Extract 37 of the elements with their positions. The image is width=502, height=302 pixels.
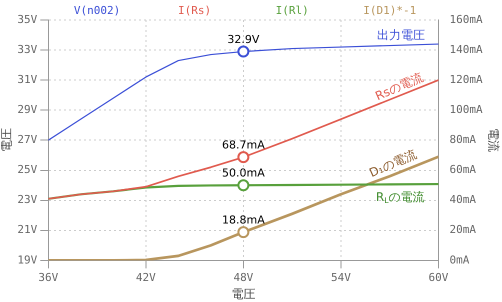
y-tick-label: 35V <box>17 12 38 26</box>
x-tick-label: 60V <box>428 270 449 284</box>
annotation: 出力電圧 <box>377 28 426 42</box>
y-tick-label: 23V <box>17 193 38 206</box>
y2-tick-label: 80mA <box>449 133 476 146</box>
data-label: 68.7mA <box>222 138 266 152</box>
x-axis-title: 電圧 <box>231 286 256 301</box>
data-label: 18.8mA <box>222 214 266 227</box>
text: I(Rl) <box>276 4 309 17</box>
y-tick-label: 29V <box>17 103 38 116</box>
y-axis-title: 電圧 <box>0 128 14 152</box>
y2-tick-label: 40mA <box>449 193 476 206</box>
text: V(n002) <box>74 4 120 17</box>
data-label: 32.9V <box>227 32 260 46</box>
x-tick-label: 42V <box>136 270 156 284</box>
y2-tick-label: 140mA <box>449 42 483 56</box>
y-tick-label: 19V <box>17 253 38 266</box>
x-tick-label: 48V <box>233 270 254 284</box>
annotation: D₁の電流 <box>367 146 419 180</box>
y2-tick-label: 160mA <box>449 12 483 26</box>
y-tick-label: 27V <box>17 133 38 146</box>
y2-tick-label: 0mA <box>449 253 470 266</box>
annotation: Rsの電流 <box>373 70 426 104</box>
y2-tick-label: 100mA <box>449 103 483 116</box>
x-tick-label: 36V <box>38 270 59 284</box>
x-tick-label: 54V <box>330 270 352 284</box>
y2-tick-label: 60mA <box>449 163 476 176</box>
y-tick-label: 21V <box>17 223 38 236</box>
y-tick-label: 33V <box>17 42 38 56</box>
text: I(Rs) <box>178 4 212 17</box>
y2-axis-title: 電流 <box>486 128 501 152</box>
y-tick-label: 31V <box>17 72 38 86</box>
data-label: 50.0mA <box>222 166 266 180</box>
y2-tick-label: 20mA <box>449 223 476 236</box>
text: I(D1)*-1 <box>363 4 416 17</box>
y-tick-label: 25V <box>17 163 38 176</box>
y2-tick-label: 120mA <box>449 72 483 86</box>
